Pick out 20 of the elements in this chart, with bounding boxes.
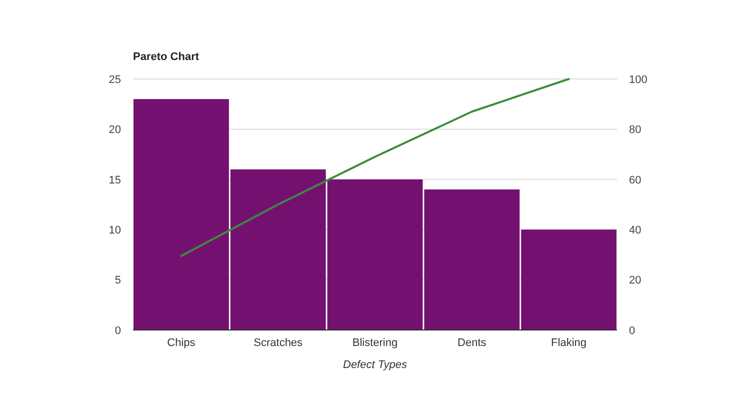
y2-tick-label: 100	[629, 74, 648, 86]
y-tick-label: 5	[114, 274, 121, 287]
chart-title: Pareto Chart	[133, 51, 200, 63]
y-tick-label: 10	[108, 224, 121, 236]
y-tick-label: 15	[108, 174, 121, 186]
x-axis-title: Defect Types	[343, 359, 408, 371]
x-tick-label: Chips	[167, 337, 196, 349]
y2-tick-label: 20	[629, 274, 642, 287]
x-tick-label: Flaking	[551, 337, 587, 349]
y-tick-label: 0	[114, 324, 121, 337]
y-tick-label: 25	[108, 74, 121, 86]
y2-tick-label: 80	[629, 124, 642, 136]
y2-tick-label: 60	[629, 174, 642, 186]
y-tick-label: 20	[108, 124, 121, 136]
y2-tick-label: 40	[629, 224, 642, 236]
x-tick-label: Blistering	[352, 337, 398, 349]
line-series	[180, 78, 570, 257]
x-tick-label: Scratches	[254, 337, 304, 349]
x-tick-label: Dents	[458, 337, 487, 349]
y2-tick-label: 0	[629, 324, 636, 337]
